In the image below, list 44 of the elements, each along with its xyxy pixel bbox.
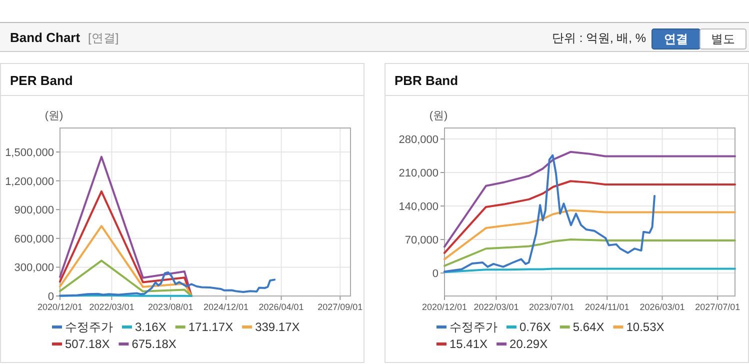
legend-label: 3.16X [135,320,166,334]
chart-title: PER Band [10,73,73,88]
y-tick-label: 210,000 [398,168,438,180]
legend-label: 507.18X [65,337,110,351]
legend-label: 10.53X [626,320,664,334]
x-tick-label: 2026/04/01 [258,302,304,312]
y-tick-label: 300,000 [14,262,54,274]
text: 단위 : 억원, 배, % [552,31,646,45]
x-tick-label: 2020/12/01 [37,302,83,312]
legend-label: 15.41X [450,337,488,351]
x-tick-label: 2026/03/01 [640,302,685,312]
x-tick-label: 2022/03/01 [474,302,519,312]
x-tick-label: 2023/08/01 [148,302,194,312]
text: [연결] [88,31,119,45]
y-tick-label: 900,000 [14,204,54,217]
y-tick-label: 600,000 [14,233,54,246]
y-tick-label: 280,000 [398,134,438,146]
legend-label: 339.17X [255,320,300,334]
text: 별도 [711,32,735,46]
x-tick-label: 2027/09/01 [318,302,363,312]
y-tick-label: 1,500,000 [5,147,54,159]
legend-label: 5.64X [572,320,604,334]
x-tick-label: 2024/12/01 [204,302,249,312]
text: Band Chart [10,30,81,45]
y-tick-label: 70,000 [404,234,438,247]
chart-title: PBR Band [394,73,458,88]
y-tick-label: 1,200,000 [5,176,54,188]
x-tick-label: 2024/11/01 [584,302,630,312]
text: 연결 [664,32,688,46]
x-tick-label: 2027/07/01 [695,302,740,312]
x-tick-label: 2023/07/01 [529,302,574,312]
legend-label: 0.76X [520,320,551,334]
legend-label: 675.18X [132,337,176,351]
legend-label: 20.29X [510,337,548,351]
y-tick-label: 140,000 [398,201,438,214]
y-tick-label: 0 [48,291,54,303]
legend-label: 171.17X [188,320,234,334]
legend-label: 수정주가 [65,320,113,334]
legend-label: 수정주가 [450,320,498,334]
y-axis-title: (원) [429,110,448,122]
y-axis-title: (원) [44,110,64,122]
x-tick-label: 2020/12/01 [422,302,468,312]
x-tick-label: 2022/03/01 [89,302,134,312]
y-tick-label: 0 [432,268,438,280]
